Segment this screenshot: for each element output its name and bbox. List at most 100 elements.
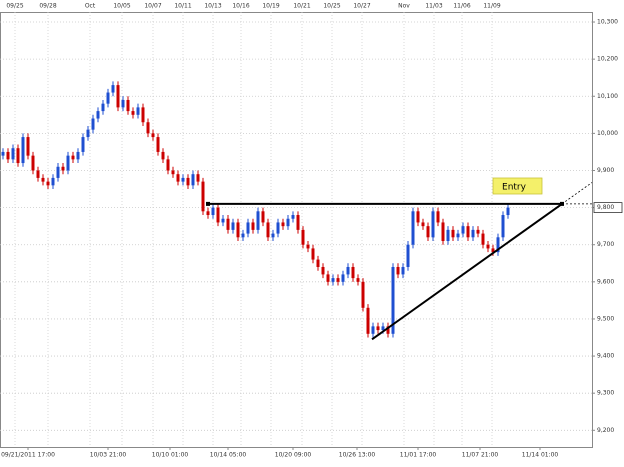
top-axis-label: 10/19 [262,3,279,10]
candle-body [396,266,400,275]
candle-body [436,211,440,223]
candle-body [51,177,55,186]
candle-body [191,174,195,186]
candle-body [136,107,140,115]
candle-body [456,233,460,238]
candle-body [201,181,205,212]
candle-body [311,248,315,260]
candle-body [271,233,275,238]
candle-body [101,103,105,112]
candle-body [41,177,45,182]
candle-body [346,266,350,275]
bottom-axis-label: 10/20 09:00 [275,452,312,459]
candle-body [181,177,185,182]
bottom-axis-label: 10/03 21:00 [90,452,127,459]
candle-body [106,92,110,104]
candle-body [111,85,115,93]
top-axis-label: 09/25 [6,3,23,10]
bottom-axis-label: 10/10 01:00 [152,452,189,459]
candle-body [131,111,135,115]
candle-body [186,177,190,186]
candle-body [236,222,240,238]
candle-body [496,237,500,253]
resistance-handle [206,201,210,206]
candle-body [486,244,490,249]
candle-body [341,274,345,282]
bottom-axis-label: 09/21/2011 17:00 [1,452,55,459]
candle-body [291,215,295,219]
candle-body [386,326,390,334]
candle-body [21,137,25,164]
bottom-axis-label: 10/26 13:00 [339,452,376,459]
candle-body [376,326,380,331]
current-price-box [593,202,623,214]
candle-body [261,211,265,223]
candle-body [26,137,30,156]
candle-body [391,266,395,334]
candle-body [361,281,365,308]
candle-body [76,151,80,160]
candle-body [211,207,215,216]
candle-body [171,170,175,175]
candle-body [61,166,65,171]
candle-body [216,207,220,223]
candle-body [481,233,485,245]
candle-body [1,151,5,156]
top-axis-label: 10/11 [174,3,191,10]
y-tick-label: 10,000 [597,130,618,137]
candle-body [301,229,305,245]
y-tick-label: 9,600 [597,278,614,285]
top-axis-label: 11/09 [483,3,500,10]
candle-body [286,218,290,227]
top-axis-label: 09/28 [39,3,56,10]
candle-body [231,222,235,230]
candle-body [416,211,420,223]
y-tick-label: 9,500 [597,315,614,322]
candle-body [116,85,120,108]
y-tick-label: 10,100 [597,93,618,100]
top-axis-label: 10/07 [144,3,161,10]
candle-body [461,226,465,234]
candle-body [176,174,180,182]
candle-body [356,278,360,282]
candle-body [371,326,375,334]
candle-body [251,222,255,230]
y-tick-label: 9,200 [597,427,614,434]
top-axis-label: 10/25 [323,3,340,10]
y-tick-label: 9,700 [597,241,614,248]
top-axis-label: 10/16 [232,3,249,10]
candle-body [316,259,320,267]
y-tick-label: 9,300 [597,390,614,397]
candle-body [56,166,60,178]
candle-body [491,248,495,253]
candle-body [441,222,445,242]
candle-body [146,122,150,134]
candle-body [281,222,285,227]
candle-body [96,111,100,119]
candle-body [466,226,470,238]
candle-body [86,129,90,138]
candle-body [6,151,10,160]
candle-body [161,151,165,160]
candle-body [126,99,130,112]
candle-body [276,222,280,234]
candle-body [46,181,50,186]
candle-body [411,211,415,245]
candle-body [81,137,85,152]
candle-body [321,266,325,275]
y-tick-label: 9,800 [597,204,614,211]
candle-body [421,222,425,227]
candle-body [226,218,230,230]
candle-body [451,229,455,238]
candle-body [266,222,270,238]
candle-body [66,155,70,171]
bottom-axis-label: 11/07 21:00 [462,452,499,459]
candle-body [306,244,310,249]
candle-body [331,278,335,282]
y-tick-label: 9,900 [597,167,614,174]
candle-body [326,274,330,282]
entry-label: Entry [502,183,527,193]
bottom-axis-label: 10/14 05:00 [210,452,247,459]
candle-body [196,174,200,182]
candle-body [121,99,125,108]
